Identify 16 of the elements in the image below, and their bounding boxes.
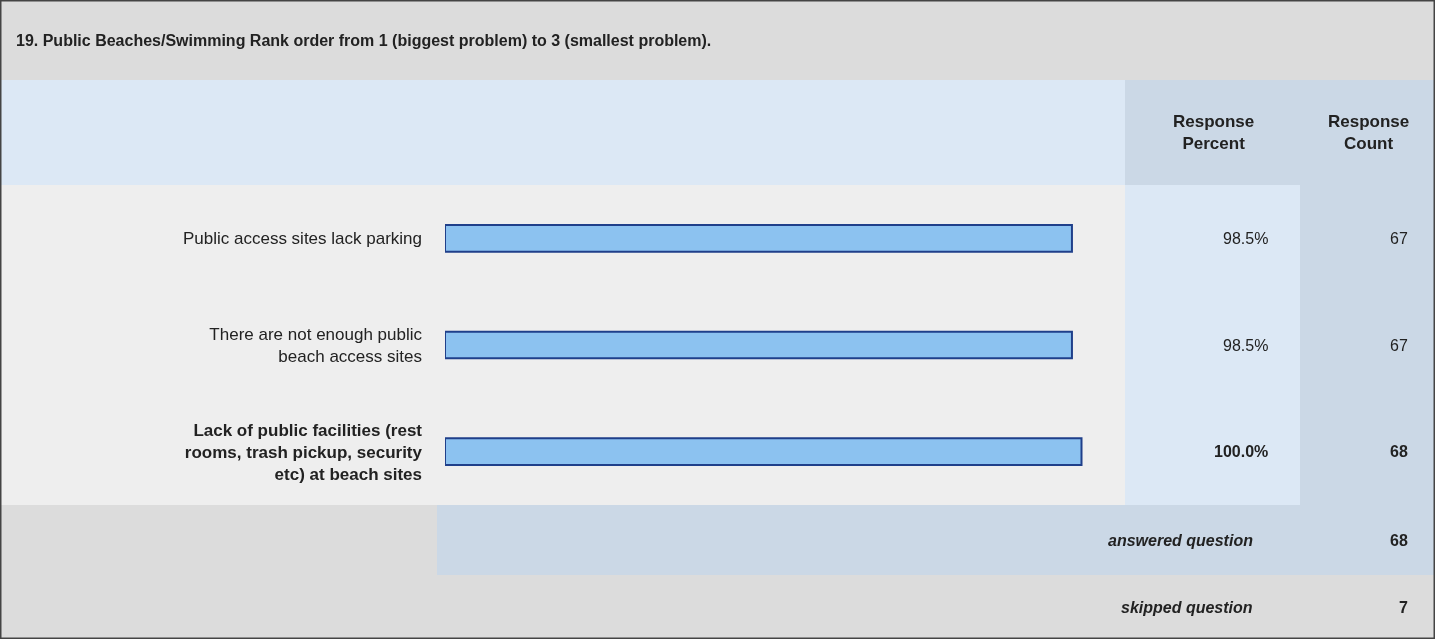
y-tick-label: There are not enough public beach access sites xyxy=(209,324,423,366)
data-label: 98.5% xyxy=(1223,337,1269,354)
chart-title: 19. Public Beaches/Swimming Rank order from 1 (biggest problem) to 3 (smallest problem). xyxy=(16,32,712,49)
text: 67 xyxy=(1390,230,1408,247)
text: 68 xyxy=(1390,532,1408,549)
text: 68 xyxy=(1390,443,1408,460)
y-tick-label: Public access sites lack parking xyxy=(182,229,422,249)
text: Response Percent xyxy=(1173,112,1255,154)
y-tick-label: Lack of public facilities (rest rooms, trash pickup, security etc) at beach sites xyxy=(184,420,423,484)
text: answered question xyxy=(1108,532,1254,549)
data-label: 98.5% xyxy=(1223,230,1269,247)
data-label: 100.0% xyxy=(1214,443,1269,460)
text: 67 xyxy=(1390,337,1408,354)
text: Response Count xyxy=(1328,112,1410,154)
text: skipped question xyxy=(1121,599,1253,616)
text: 7 xyxy=(1399,599,1408,616)
